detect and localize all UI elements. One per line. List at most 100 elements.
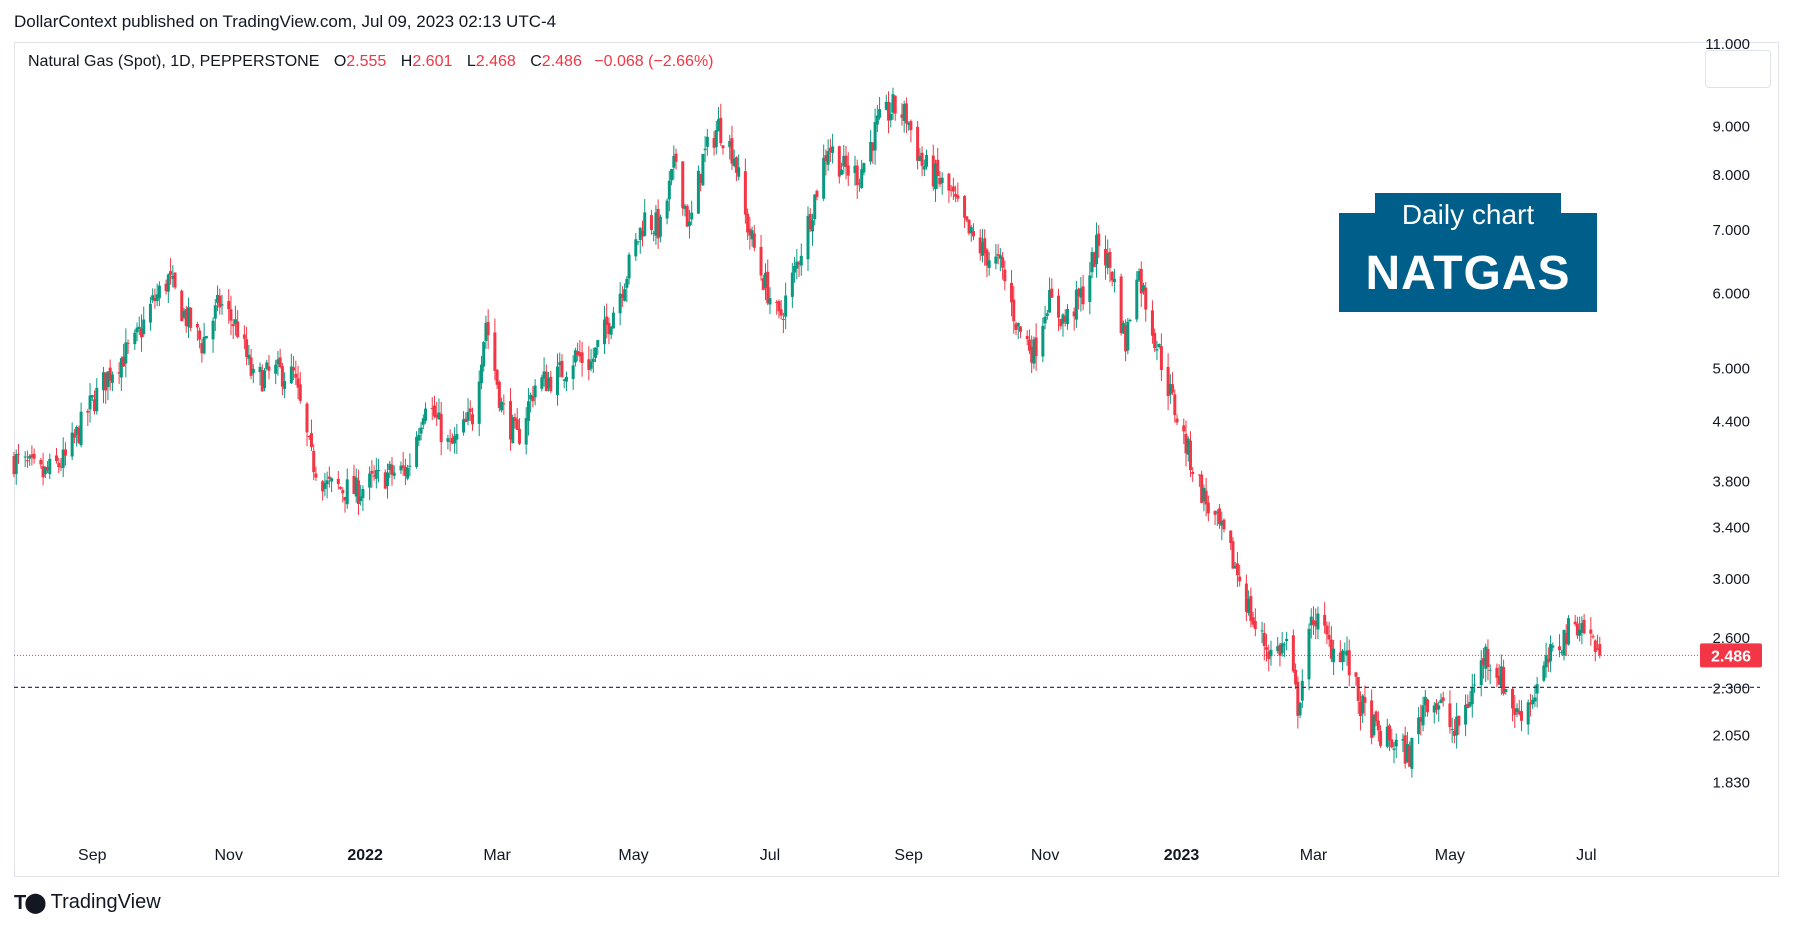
candle (1218, 504, 1222, 529)
candle (1481, 647, 1485, 679)
candle-body (61, 449, 65, 468)
candle-body (1544, 655, 1548, 668)
candle (951, 177, 955, 201)
candle-body (1566, 618, 1570, 645)
candle-body (1417, 717, 1421, 735)
candle (1544, 642, 1548, 678)
candle-body (408, 465, 412, 467)
candle-body (263, 370, 267, 389)
scale-settings-button[interactable] (1705, 50, 1771, 88)
candle-body (860, 169, 864, 188)
candle-body (137, 326, 141, 329)
candle-body (938, 178, 942, 185)
candle-body (556, 366, 560, 396)
x-tick-label: Jul (1576, 847, 1596, 864)
candle (155, 283, 159, 307)
candle (902, 100, 906, 133)
candle-body (352, 476, 356, 495)
candle-body (1010, 282, 1014, 303)
candle-body (705, 136, 709, 147)
candle-body (1432, 705, 1436, 713)
candle (909, 119, 913, 143)
candle-body (227, 301, 231, 310)
candle-body (573, 350, 577, 363)
candle (1229, 530, 1233, 551)
candle (70, 422, 74, 461)
candle-body (464, 418, 468, 423)
candle-body (462, 419, 466, 433)
candle-body (1027, 339, 1031, 351)
candle-body (933, 163, 937, 189)
candle (524, 407, 528, 455)
candle-body (1531, 699, 1535, 705)
candle-body (173, 272, 177, 288)
candle (980, 228, 984, 263)
candle (1466, 694, 1470, 709)
candle-body (1126, 321, 1130, 351)
candle-body (1452, 730, 1456, 736)
candle (1298, 701, 1302, 719)
tradingview-logo-icon: T⬤ (14, 892, 47, 914)
candle-body (1504, 688, 1508, 693)
candle-body (323, 483, 327, 489)
candle-body (887, 101, 891, 121)
candle (1155, 340, 1159, 361)
candle-body (164, 283, 168, 292)
candle (1097, 225, 1101, 258)
candle-body (276, 359, 280, 365)
candle-body (1495, 667, 1499, 678)
candle (280, 362, 284, 396)
candle (258, 362, 262, 386)
candle (1059, 318, 1063, 330)
candle (1050, 278, 1054, 298)
candle-body (1578, 629, 1582, 636)
candle-body (1081, 286, 1085, 305)
candle-body (1345, 650, 1349, 656)
candle (90, 394, 94, 401)
candle-body (1323, 614, 1327, 626)
candle (1184, 420, 1188, 467)
candle-body (1519, 711, 1523, 721)
candle (1345, 636, 1349, 666)
candle-body (1079, 288, 1083, 298)
y-tick-label: 1.830 (1712, 774, 1750, 791)
candle-body (1542, 665, 1546, 681)
candle (312, 444, 316, 481)
candle-body (110, 374, 114, 383)
candle-body (1580, 623, 1584, 633)
candle-body (1394, 739, 1398, 747)
candle (63, 442, 67, 466)
last-price-label: 2.486 (1711, 648, 1751, 665)
candle-body (775, 301, 779, 303)
footer-brand[interactable]: T⬤ TradingView (14, 890, 161, 915)
candle (1421, 696, 1425, 732)
candle (1385, 718, 1389, 749)
candle (891, 87, 895, 120)
candle (904, 97, 908, 134)
candle (14, 449, 18, 485)
candle (1157, 343, 1161, 349)
candle (296, 366, 300, 400)
candle (1309, 608, 1313, 639)
candle (627, 252, 631, 285)
candle (439, 401, 443, 456)
candle-body (683, 205, 687, 210)
candle (455, 423, 459, 455)
candle-body (980, 241, 984, 256)
candle (500, 397, 504, 413)
candle-body (951, 186, 955, 192)
candle (618, 282, 622, 326)
candle (790, 262, 794, 308)
candle-body (1233, 566, 1237, 569)
candle (1598, 636, 1602, 659)
candle-body (298, 384, 302, 401)
candle-body (403, 466, 407, 476)
candle-body (1280, 643, 1284, 654)
candle-body (909, 121, 913, 131)
candle-body (1032, 339, 1036, 364)
candle-body (1095, 234, 1099, 265)
candle (810, 213, 814, 246)
candle (640, 220, 644, 247)
candle (1119, 273, 1123, 336)
